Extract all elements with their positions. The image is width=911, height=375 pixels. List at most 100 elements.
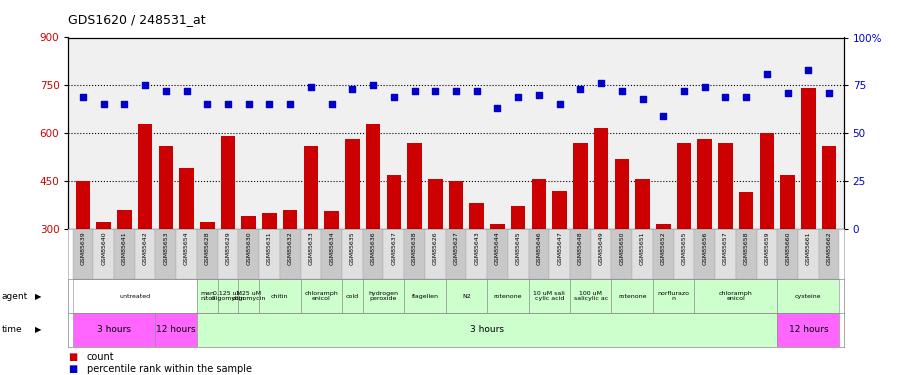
Bar bbox=[572, 142, 587, 324]
Bar bbox=[425, 229, 445, 279]
Bar bbox=[531, 179, 546, 324]
Point bbox=[780, 90, 794, 96]
Text: cold: cold bbox=[345, 294, 359, 299]
Bar bbox=[342, 279, 363, 313]
Text: chitin: chitin bbox=[271, 294, 288, 299]
Bar bbox=[301, 229, 321, 279]
Bar bbox=[673, 229, 693, 279]
Text: rotenone: rotenone bbox=[618, 294, 646, 299]
Text: GSM85661: GSM85661 bbox=[805, 231, 810, 265]
Bar bbox=[238, 229, 259, 279]
Text: GSM85645: GSM85645 bbox=[515, 231, 520, 265]
Text: 10 uM sali
cylic acid: 10 uM sali cylic acid bbox=[533, 291, 565, 302]
Bar bbox=[114, 229, 135, 279]
Bar bbox=[507, 229, 528, 279]
Bar bbox=[469, 203, 484, 324]
Text: GSM85638: GSM85638 bbox=[412, 231, 416, 265]
Bar bbox=[593, 128, 608, 324]
Bar bbox=[73, 279, 197, 313]
Bar bbox=[404, 229, 425, 279]
Bar bbox=[73, 229, 93, 279]
Text: GSM85630: GSM85630 bbox=[246, 231, 251, 265]
Text: 1.25 uM
oligomycin: 1.25 uM oligomycin bbox=[231, 291, 266, 302]
Bar bbox=[652, 279, 693, 313]
Point bbox=[344, 86, 359, 92]
Text: flagellen: flagellen bbox=[411, 294, 438, 299]
Text: GSM85660: GSM85660 bbox=[784, 231, 789, 265]
Text: 12 hours: 12 hours bbox=[788, 326, 827, 334]
Bar bbox=[324, 211, 339, 324]
Point bbox=[324, 101, 339, 107]
Point bbox=[572, 86, 587, 92]
Point bbox=[635, 96, 650, 102]
Text: GSM85637: GSM85637 bbox=[391, 231, 396, 265]
Bar bbox=[445, 279, 486, 313]
Text: GSM85636: GSM85636 bbox=[370, 231, 375, 265]
Point bbox=[510, 94, 525, 100]
Text: GSM85656: GSM85656 bbox=[701, 231, 706, 265]
Bar bbox=[138, 123, 152, 324]
Bar bbox=[510, 206, 525, 324]
Point bbox=[655, 113, 670, 119]
Bar bbox=[238, 279, 259, 313]
Bar bbox=[282, 210, 297, 324]
Text: ▶: ▶ bbox=[35, 326, 41, 334]
Bar bbox=[176, 229, 197, 279]
Text: GSM85641: GSM85641 bbox=[122, 231, 127, 265]
Text: GSM85646: GSM85646 bbox=[536, 231, 541, 265]
Text: ▶: ▶ bbox=[35, 292, 41, 301]
Point bbox=[179, 88, 194, 94]
Bar bbox=[155, 229, 176, 279]
Bar bbox=[303, 146, 318, 324]
Text: GSM85657: GSM85657 bbox=[722, 231, 727, 265]
Bar bbox=[363, 229, 383, 279]
Bar bbox=[363, 279, 404, 313]
Point bbox=[821, 90, 835, 96]
Point bbox=[241, 101, 256, 107]
Bar bbox=[486, 229, 507, 279]
Bar bbox=[220, 136, 235, 324]
Text: GSM85635: GSM85635 bbox=[350, 231, 354, 265]
Bar bbox=[197, 313, 776, 347]
Bar bbox=[179, 168, 193, 324]
Bar bbox=[776, 313, 838, 347]
Bar bbox=[635, 179, 649, 324]
Bar bbox=[280, 229, 301, 279]
Point bbox=[800, 67, 814, 73]
Text: norflurazo
n: norflurazo n bbox=[657, 291, 689, 302]
Bar bbox=[448, 181, 463, 324]
Point bbox=[759, 71, 773, 77]
Bar bbox=[262, 213, 276, 324]
Text: GSM85628: GSM85628 bbox=[205, 231, 210, 265]
Bar bbox=[614, 159, 629, 324]
Point bbox=[365, 82, 380, 88]
Bar bbox=[76, 181, 90, 324]
Text: GSM85658: GSM85658 bbox=[742, 231, 748, 265]
Bar bbox=[135, 229, 155, 279]
Bar bbox=[717, 142, 732, 324]
Bar bbox=[342, 229, 363, 279]
Text: GSM85634: GSM85634 bbox=[329, 231, 333, 265]
Text: GSM85626: GSM85626 bbox=[433, 231, 437, 265]
Text: untreated: untreated bbox=[119, 294, 150, 299]
Bar bbox=[259, 279, 301, 313]
Bar bbox=[821, 146, 835, 324]
Bar bbox=[676, 142, 691, 324]
Text: GSM85632: GSM85632 bbox=[287, 231, 292, 265]
Text: GSM85642: GSM85642 bbox=[142, 231, 148, 265]
Text: GSM85659: GSM85659 bbox=[763, 231, 769, 265]
Bar bbox=[200, 222, 214, 324]
Bar bbox=[780, 174, 794, 324]
Point bbox=[717, 94, 732, 100]
Point bbox=[676, 88, 691, 94]
Bar bbox=[759, 133, 773, 324]
Bar bbox=[652, 229, 673, 279]
Point bbox=[159, 88, 173, 94]
Text: GSM85648: GSM85648 bbox=[578, 231, 582, 265]
Text: GSM85650: GSM85650 bbox=[619, 231, 624, 265]
Text: GSM85633: GSM85633 bbox=[308, 231, 313, 265]
Bar bbox=[697, 140, 711, 324]
Bar bbox=[800, 88, 814, 324]
Bar bbox=[735, 229, 756, 279]
Point bbox=[117, 101, 131, 107]
